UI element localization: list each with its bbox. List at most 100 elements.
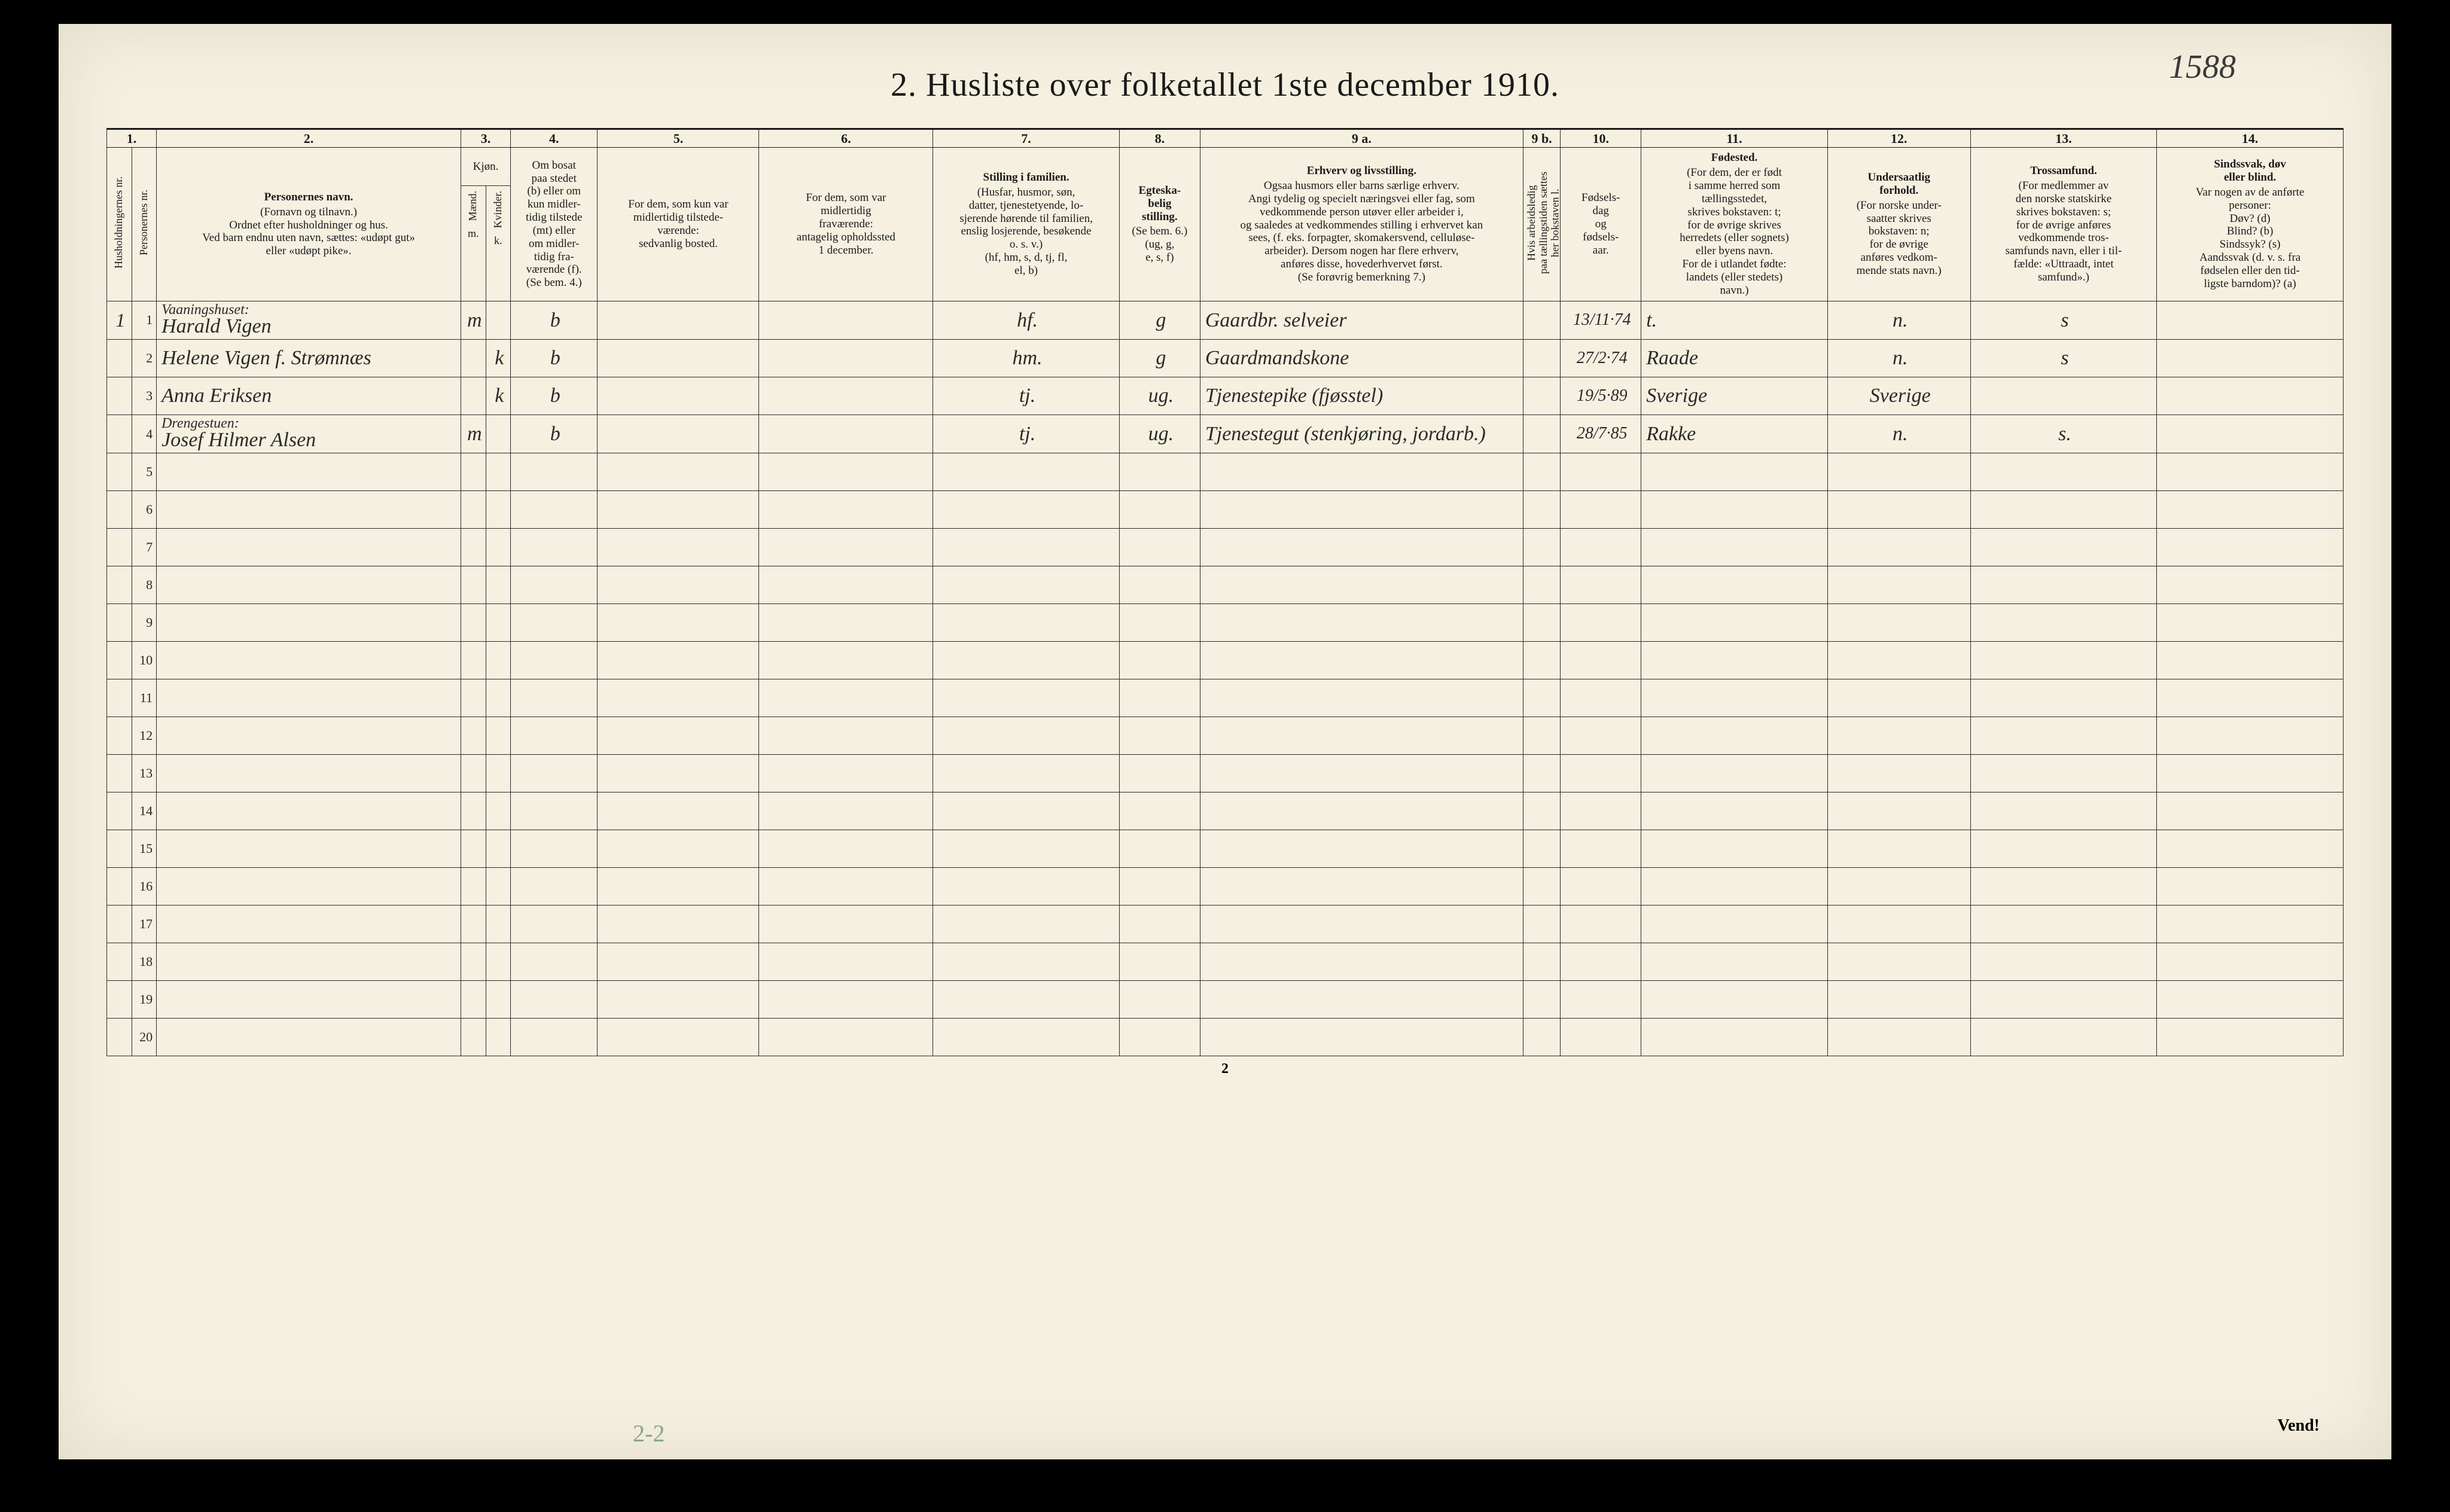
empty-cell [1119,792,1200,830]
cell-tros [1970,377,2157,414]
empty-cell [1827,603,1970,641]
empty-cell [1827,792,1970,830]
empty-cell [2157,905,2344,943]
cell-stilling: hf. [933,301,1120,339]
empty-cell [1119,1018,1200,1056]
cell-under: n. [1827,414,1970,453]
empty-cell [1119,453,1200,490]
empty-cell [107,867,132,905]
colnum-13: 13. [1970,129,2157,148]
table-row-empty: 13 [107,754,2344,792]
empty-cell [486,1018,511,1056]
colnum-3: 3. [461,129,510,148]
cell-dob: 28/7·85 [1561,414,1641,453]
table-row-empty: 20 [107,1018,2344,1056]
empty-cell [759,943,933,980]
cell-stilling: tj. [933,414,1120,453]
census-page: 1588 2. Husliste over folketallet 1ste d… [59,24,2391,1459]
colnum-12: 12. [1827,129,1970,148]
empty-cell [759,641,933,679]
cell-5 [598,339,759,377]
empty-cell [598,679,759,717]
empty-cell [461,905,486,943]
empty-cell [461,490,486,528]
cell-pn: 4 [132,414,157,453]
empty-cell [511,528,598,566]
hdr-9b: Hvis arbeidsledig paa tællingstiden sætt… [1523,148,1560,301]
empty-cell [1523,528,1560,566]
empty-cell [486,905,511,943]
empty-cell [933,566,1120,603]
empty-cell [1200,1018,1523,1056]
empty-cell [157,679,461,717]
empty-cell [1523,641,1560,679]
colnum-10: 10. [1561,129,1641,148]
cell-5 [598,301,759,339]
table-row-empty: 18 [107,943,2344,980]
colnum-9b: 9 b. [1523,129,1560,148]
empty-cell [1827,1018,1970,1056]
footer-page-number: 2 [106,1061,2344,1077]
empty-cell: 17 [132,905,157,943]
empty-cell [511,717,598,754]
empty-cell: 20 [132,1018,157,1056]
empty-cell [598,453,759,490]
cell-erhverv: Tjenestepike (fjøsstel) [1200,377,1523,414]
cell-bosat: b [511,377,598,414]
hdr-9a: Erhverv og livsstilling. Ogsaa husmors e… [1200,148,1523,301]
empty-cell [1523,490,1560,528]
empty-cell [157,641,461,679]
empty-cell [1119,566,1200,603]
empty-cell [598,717,759,754]
empty-cell [1827,566,1970,603]
empty-cell [2157,566,2344,603]
empty-cell [933,641,1120,679]
colnum-2: 2. [157,129,461,148]
cell-egte: ug. [1119,414,1200,453]
empty-cell [1970,905,2157,943]
cell-name: Vaaningshuset:Harald Vigen [157,301,461,339]
cell-9b [1523,377,1560,414]
empty-cell [1200,641,1523,679]
page-ref-handwritten: 1588 [2169,48,2236,86]
table-row-empty: 10 [107,641,2344,679]
empty-cell [598,792,759,830]
empty-cell [486,754,511,792]
colnum-7: 7. [933,129,1120,148]
empty-cell [933,490,1120,528]
cell-14 [2157,414,2344,453]
empty-cell [486,490,511,528]
empty-cell [933,717,1120,754]
empty-cell [1523,980,1560,1018]
empty-cell [511,905,598,943]
cell-egte: ug. [1119,377,1200,414]
cell-6 [759,301,933,339]
empty-cell [107,490,132,528]
empty-cell [1200,905,1523,943]
empty-cell [1970,566,2157,603]
hdr-7: Stilling i familien. (Husfar, husmor, sø… [933,148,1120,301]
empty-cell [1561,830,1641,867]
empty-cell [1561,943,1641,980]
empty-cell [107,830,132,867]
colnum-4: 4. [511,129,598,148]
empty-cell [1119,603,1200,641]
empty-cell [1561,603,1641,641]
empty-cell [1970,641,2157,679]
empty-cell [1119,641,1200,679]
empty-cell: 18 [132,943,157,980]
empty-cell [1200,490,1523,528]
empty-cell [2157,717,2344,754]
empty-cell [1827,528,1970,566]
cell-dob: 13/11·74 [1561,301,1641,339]
empty-cell [511,1018,598,1056]
table-row-empty: 6 [107,490,2344,528]
empty-cell [157,980,461,1018]
empty-cell [1119,905,1200,943]
colnum-1: 1. [107,129,157,148]
empty-cell [598,867,759,905]
column-number-row: 1. 2. 3. 4. 5. 6. 7. 8. 9 a. 9 b. 10. 11… [107,129,2344,148]
empty-cell [759,905,933,943]
empty-cell [598,943,759,980]
empty-cell [1523,717,1560,754]
